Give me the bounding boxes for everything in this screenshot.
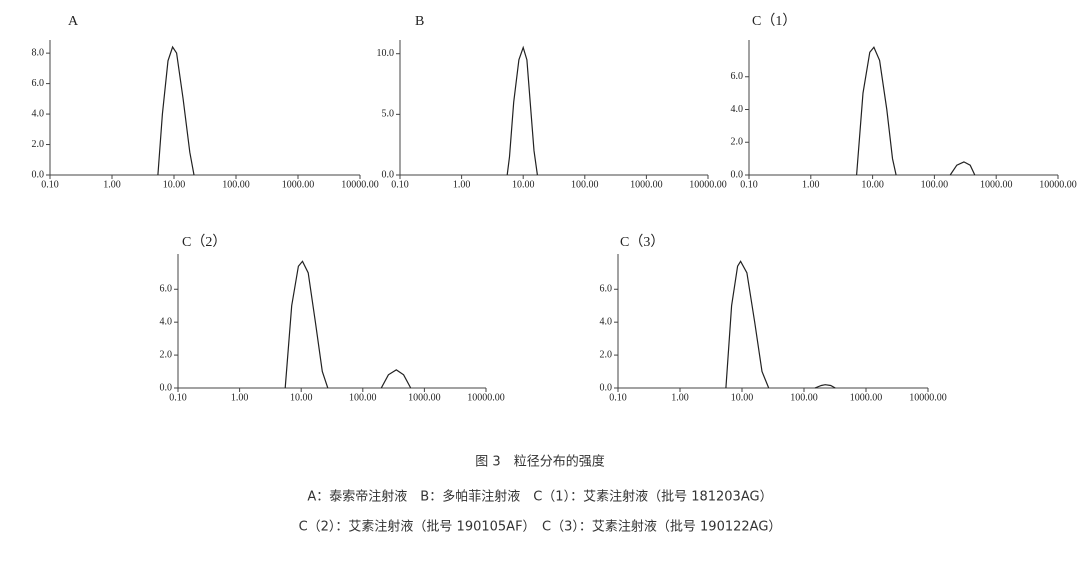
x-tick-label: 10.00 (163, 179, 186, 190)
x-tick-label: 1.00 (453, 179, 471, 190)
chart-title: A (68, 14, 79, 29)
x-tick-label: 1000.00 (980, 179, 1013, 190)
y-tick-label: 0.0 (160, 382, 173, 393)
x-tick-label: 10000.00 (909, 392, 947, 403)
figure-title: 图 3 粒径分布的强度 (475, 454, 604, 470)
x-tick-label: 10000.00 (341, 179, 379, 190)
chart-title: B (415, 14, 424, 29)
y-tick-label: 6.0 (600, 284, 613, 295)
x-tick-label: 1000.00 (850, 392, 883, 403)
x-tick-label: 100.00 (222, 179, 250, 190)
x-tick-label: 100.00 (571, 179, 599, 190)
chart-title: C（2） (182, 234, 226, 250)
x-tick-label: 10.00 (512, 179, 535, 190)
line (157, 45, 195, 176)
line (284, 260, 412, 389)
x-tick-label: 100.00 (921, 179, 949, 190)
x-tick-label: 0.10 (169, 392, 187, 403)
y-tick-label: 4.0 (600, 316, 613, 327)
y-tick-label: 0.0 (32, 169, 45, 180)
y-tick-label: 6.0 (32, 78, 45, 89)
x-tick-label: 1.00 (231, 392, 249, 403)
x-tick-label: 10000.00 (467, 392, 505, 403)
y-tick-label: 10.0 (377, 48, 395, 59)
x-tick-label: 100.00 (790, 392, 818, 403)
x-tick-label: 1000.00 (408, 392, 441, 403)
y-tick-label: 4.0 (32, 108, 45, 119)
x-tick-label: 1000.00 (630, 179, 663, 190)
y-tick-label: 4.0 (160, 316, 173, 327)
line (506, 45, 538, 176)
x-tick-label: 10000.00 (1039, 179, 1077, 190)
caption-line: A：泰索帝注射液 B：多帕菲注射液 C（1）：艾素注射液（批号 181203AG… (307, 489, 772, 505)
y-tick-label: 5.0 (382, 109, 395, 120)
x-tick-label: 100.00 (349, 392, 377, 403)
y-tick-label: 6.0 (160, 284, 173, 295)
y-tick-label: 4.0 (731, 104, 744, 115)
x-tick-label: 1.00 (103, 179, 121, 190)
chart-title: C（1） (752, 13, 796, 29)
chart-title: C（3） (620, 234, 664, 250)
y-tick-label: 6.0 (731, 71, 744, 82)
y-tick-label: 2.0 (160, 349, 173, 360)
x-tick-label: 1.00 (802, 179, 820, 190)
y-tick-label: 0.0 (731, 169, 744, 180)
x-tick-label: 1000.00 (282, 179, 315, 190)
x-tick-label: 1.00 (671, 392, 689, 403)
x-tick-label: 0.10 (41, 179, 59, 190)
x-tick-label: 10.00 (290, 392, 313, 403)
x-tick-label: 10000.00 (689, 179, 727, 190)
line (725, 260, 836, 389)
x-tick-label: 0.10 (391, 179, 409, 190)
x-tick-label: 10.00 (861, 179, 884, 190)
y-tick-label: 0.0 (600, 382, 613, 393)
y-tick-label: 2.0 (600, 349, 613, 360)
x-tick-label: 0.10 (609, 392, 627, 403)
x-tick-label: 0.10 (740, 179, 758, 190)
caption-line: C（2）：艾素注射液（批号 190105AF） C（3）：艾素注射液（批号 19… (299, 519, 782, 535)
line (856, 46, 976, 176)
y-tick-label: 2.0 (731, 137, 744, 148)
x-tick-label: 10.00 (731, 392, 754, 403)
y-tick-label: 0.0 (382, 169, 395, 180)
y-tick-label: 8.0 (32, 47, 45, 58)
y-tick-label: 2.0 (32, 139, 45, 150)
